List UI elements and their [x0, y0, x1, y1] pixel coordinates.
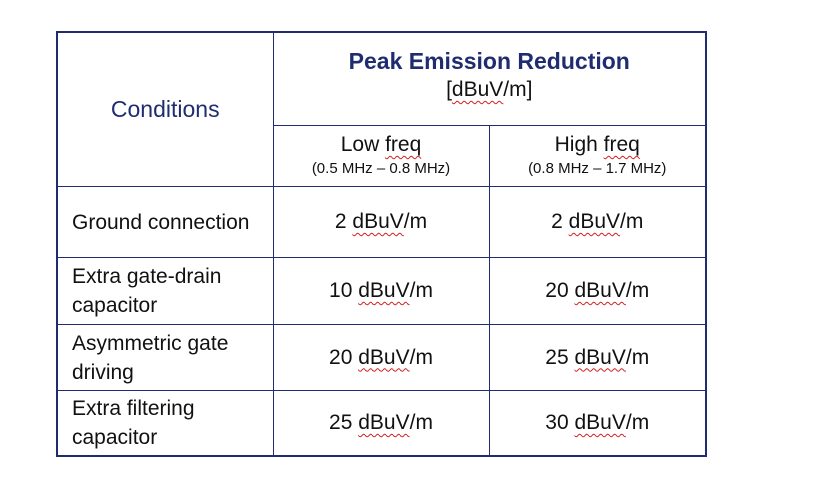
row-low-value: 2 dBuV/m [272, 186, 490, 258]
spellcheck-word: dBuV [574, 279, 626, 302]
spellcheck-word: dBuV [358, 279, 410, 302]
spellcheck-word: dBuV [574, 410, 626, 434]
row-low-value: 20 dBuV/m [272, 324, 490, 391]
peak-emission-header: Peak Emission Reduction [dBuV/m] [272, 31, 707, 126]
header-row-sub: Low freq (0.5 MHz – 0.8 MHz) High freq (… [57, 125, 707, 187]
row-low-value: 10 dBuV/m [272, 257, 490, 325]
spellcheck-word: dBuV [451, 78, 504, 101]
row-high-value: 20 dBuV/m [488, 257, 707, 325]
spellcheck-word: dBuV [352, 210, 404, 233]
spellcheck-word: freq [603, 133, 640, 156]
table-row: Ground connection 2 dBuV/m 2 dBuV/m [56, 186, 707, 258]
spellcheck-word: dBuV [358, 410, 410, 434]
spellcheck-word: dBuV [574, 345, 626, 369]
high-freq-header: High freq (0.8 MHz – 1.7 MHz) [488, 125, 707, 187]
high-freq-range: (0.8 MHz – 1.7 MHz) [528, 160, 667, 177]
row-high-value: 25 dBuV/m [488, 324, 707, 391]
row-condition: Extra gate-drain capacitor [56, 257, 274, 325]
peak-emission-title: Peak Emission Reduction [348, 48, 630, 74]
spellcheck-word: dBuV [568, 210, 621, 233]
row-condition: Asymmetric gate driving [56, 324, 274, 391]
row-high-value: 2 dBuV/m [488, 186, 707, 258]
spellcheck-word: freq [385, 133, 422, 156]
row-high-value: 30 dBuV/m [488, 390, 707, 456]
row-condition: Ground connection [56, 186, 274, 258]
low-freq-header: Low freq (0.5 MHz – 0.8 MHz) [272, 125, 490, 187]
table-row: Asymmetric gate driving 20 dBuV/m 25 dBu… [56, 324, 707, 391]
peak-emission-unit: [dBuV/m] [446, 78, 533, 101]
emission-reduction-table: Conditions Peak Emission Reduction [dBuV… [56, 31, 708, 457]
row-low-value: 25 dBuV/m [272, 390, 490, 456]
table-row: Extra gate-drain capacitor 10 dBuV/m 20 … [56, 257, 707, 325]
conditions-header: Conditions [56, 31, 274, 187]
spellcheck-word: dBuV [358, 345, 410, 369]
low-freq-range: (0.5 MHz – 0.8 MHz) [311, 160, 451, 177]
row-condition: Extra filtering capacitor [56, 390, 274, 456]
header-row-top: Conditions Peak Emission Reduction [dBuV… [56, 31, 707, 187]
table-row: Extra filtering capacitor 25 dBuV/m 30 d… [56, 390, 707, 456]
